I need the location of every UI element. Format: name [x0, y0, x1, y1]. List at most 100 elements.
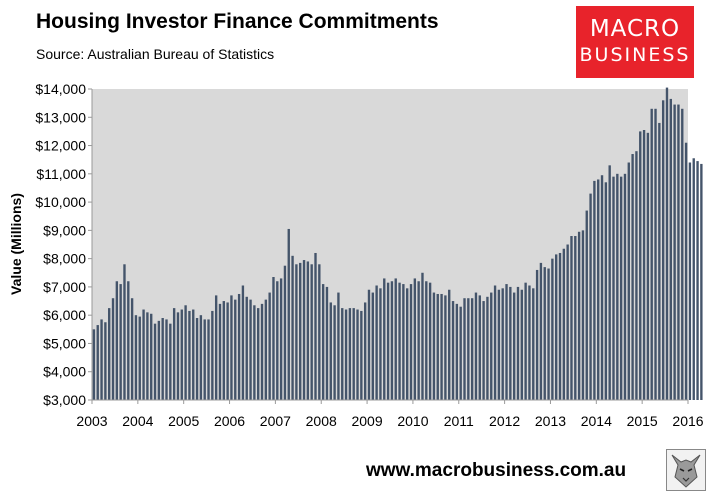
- bar: [279, 278, 283, 400]
- bar: [516, 286, 520, 400]
- bar: [310, 264, 313, 400]
- y-tick-label: $4,000: [43, 364, 86, 380]
- bar: [165, 319, 168, 400]
- bar: [287, 228, 290, 400]
- x-tick-label: 2006: [214, 413, 245, 429]
- bar: [520, 289, 523, 400]
- bar: [92, 329, 96, 400]
- bar: [184, 305, 187, 400]
- bar: [234, 299, 237, 400]
- bar: [597, 179, 600, 400]
- bar: [108, 308, 111, 400]
- bar: [134, 315, 138, 400]
- y-tick-label: $3,000: [43, 392, 86, 408]
- bar: [363, 302, 367, 400]
- bar: [681, 108, 684, 400]
- bar: [325, 286, 329, 400]
- x-tick-label: 2014: [581, 413, 612, 429]
- bar: [448, 289, 451, 400]
- bar: [371, 292, 374, 400]
- bar: [440, 293, 443, 400]
- bar: [421, 272, 424, 400]
- y-tick-label: $14,000: [35, 81, 86, 97]
- bar: [302, 260, 306, 400]
- bar: [627, 162, 630, 400]
- bar: [497, 289, 501, 400]
- bar: [470, 298, 474, 400]
- bar: [356, 309, 359, 400]
- bar: [314, 252, 317, 400]
- bar: [153, 323, 157, 400]
- bar: [241, 285, 245, 400]
- bar: [665, 87, 669, 400]
- bar: [688, 162, 692, 400]
- x-tick-label: 2008: [306, 413, 337, 429]
- bar: [478, 295, 481, 400]
- bar: [283, 265, 287, 400]
- bar: [199, 315, 203, 400]
- macrobusiness-logo[interactable]: MACRO BUSINESS: [576, 6, 694, 78]
- bar: [639, 131, 642, 400]
- bar: [428, 282, 432, 400]
- bar: [138, 316, 141, 400]
- logo-line-macro: MACRO: [589, 16, 681, 42]
- bar: [169, 323, 172, 400]
- bar: [253, 305, 256, 400]
- bar: [386, 282, 390, 400]
- bar: [585, 210, 588, 400]
- logo-line-business: BUSINESS: [579, 44, 691, 66]
- bar: [115, 281, 119, 400]
- plot-background: [92, 89, 688, 400]
- bar: [257, 308, 260, 400]
- bar: [211, 310, 214, 400]
- bar: [700, 163, 703, 400]
- y-tick-label: $5,000: [43, 335, 86, 351]
- x-tick-label: 2003: [76, 413, 107, 429]
- bar: [486, 296, 489, 400]
- y-tick-label: $8,000: [43, 251, 86, 267]
- bar: [673, 104, 676, 401]
- bar: [104, 322, 107, 400]
- bar-series: [92, 87, 703, 401]
- bar: [226, 302, 229, 400]
- bar: [577, 231, 581, 400]
- bar: [96, 325, 99, 400]
- bar: [406, 288, 409, 400]
- bar: [230, 295, 233, 400]
- y-tick-label: $6,000: [43, 307, 86, 323]
- page-title: Housing Investor Finance Commitments: [36, 10, 439, 33]
- bar: [608, 165, 611, 400]
- y-tick-label: $7,000: [43, 279, 86, 295]
- x-tick-label: 2013: [535, 413, 566, 429]
- bar: [176, 312, 180, 400]
- x-tick-label: 2004: [122, 413, 153, 429]
- bar: [318, 264, 321, 400]
- footer-website-link[interactable]: www.macrobusiness.com.au: [366, 460, 627, 481]
- bar: [123, 264, 126, 400]
- bar: [432, 292, 436, 400]
- wolf-icon: [666, 449, 706, 491]
- bar: [490, 292, 493, 400]
- bar: [524, 282, 527, 400]
- bar: [146, 312, 149, 400]
- bar: [329, 302, 332, 400]
- bar: [276, 281, 279, 400]
- bar: [635, 151, 638, 400]
- bar: [218, 303, 222, 400]
- bar: [192, 309, 195, 400]
- bar: [558, 252, 562, 400]
- bar: [413, 278, 417, 400]
- bar: [333, 305, 336, 400]
- x-axis-ticks: 2003 2004 2005 2006 2007 2008 2009 2010 2011 2012…: [76, 400, 704, 429]
- bar: [249, 299, 252, 400]
- bar: [341, 308, 344, 400]
- bar: [512, 292, 516, 400]
- bar: [352, 308, 355, 400]
- bar: [348, 308, 352, 400]
- bar: [463, 298, 466, 400]
- bar: [692, 158, 695, 400]
- bar: [127, 281, 130, 400]
- bar: [654, 108, 657, 400]
- bar: [482, 301, 485, 400]
- bar: [684, 142, 688, 400]
